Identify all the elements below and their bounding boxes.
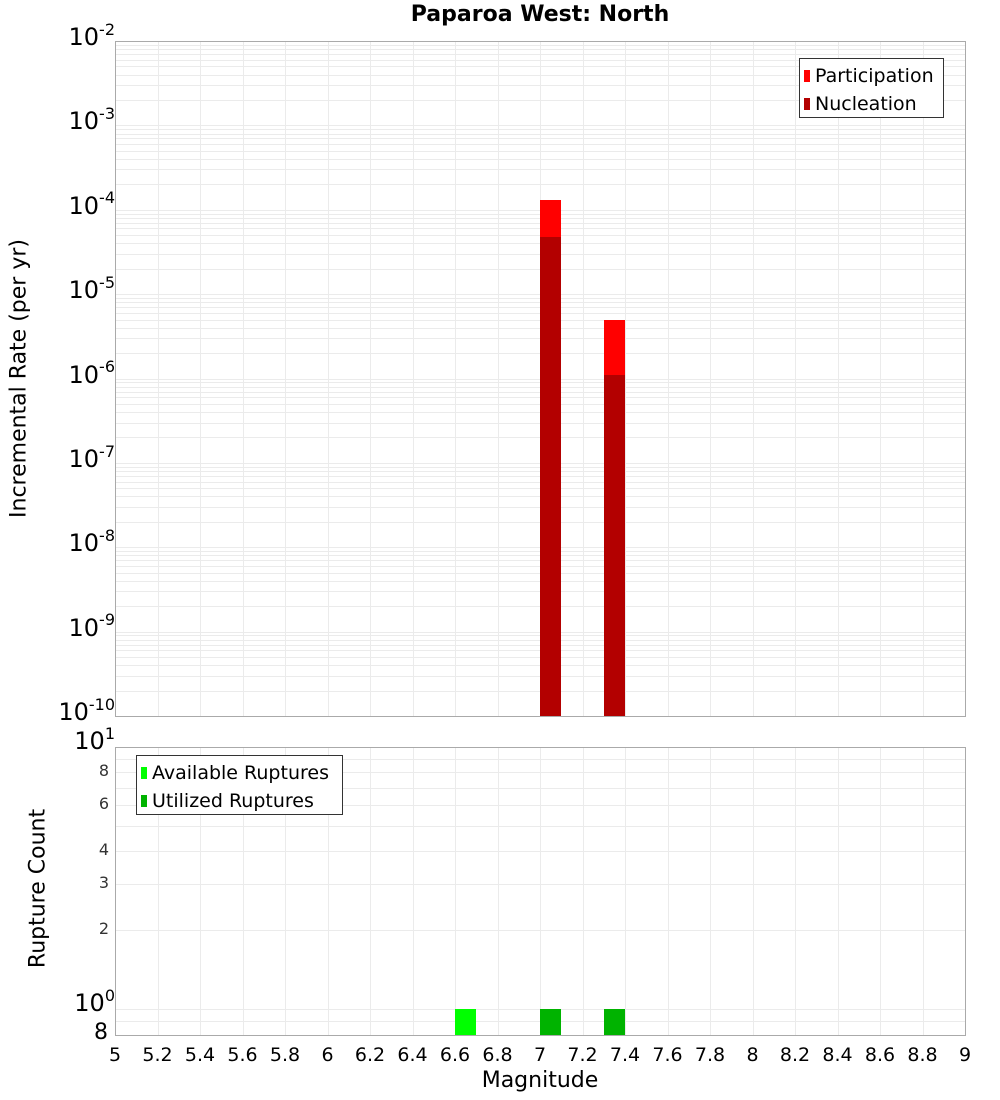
gridline [116, 144, 965, 145]
gridline [583, 748, 584, 1035]
x-tick-label: 5.4 [185, 1044, 215, 1066]
x-tick-label: 5 [109, 1044, 121, 1066]
y-tick-label: 10-2 [0, 23, 115, 51]
y-tick-label: 8 [69, 761, 109, 780]
nucleation-bar [540, 237, 561, 716]
gridline [668, 748, 669, 1035]
x-axis-label: Magnitude [440, 1068, 640, 1093]
chart-title: Paparoa West: North [0, 2, 1000, 27]
x-tick-label: 7.8 [695, 1044, 725, 1066]
gridline [753, 748, 754, 1035]
x-tick-label: 7.4 [610, 1044, 640, 1066]
legend-label: Participation [815, 65, 934, 87]
x-tick-label: 8.8 [907, 1044, 937, 1066]
gridline [498, 748, 499, 1035]
gridline [116, 49, 965, 50]
gridline [838, 748, 839, 1035]
top-legend: Participation Nucleation [799, 58, 944, 118]
bottom-y-axis-label: Rupture Count [26, 809, 51, 969]
x-tick-label: 8.4 [822, 1044, 852, 1066]
x-tick-label: 7 [534, 1044, 546, 1066]
x-tick-label: 5.6 [227, 1044, 257, 1066]
x-tick-label: 6.4 [397, 1044, 427, 1066]
top-y-axis-label: Incremental Rate (per yr) [7, 229, 32, 529]
x-tick-label: 9 [959, 1044, 971, 1066]
x-tick-label: 6.2 [355, 1044, 385, 1066]
gridline [116, 184, 965, 185]
x-tick-label: 6.8 [482, 1044, 512, 1066]
legend-label: Nucleation [815, 93, 917, 115]
y-tick-label: 10-10 [0, 698, 115, 726]
gridline [880, 748, 881, 1035]
x-tick-label: 8.2 [780, 1044, 810, 1066]
utilized-swatch [141, 795, 147, 807]
legend-item-nucleation: Nucleation [804, 90, 937, 118]
gridline [540, 748, 541, 1035]
gridline [116, 159, 965, 160]
gridline [116, 54, 965, 55]
bottom-legend: Available Ruptures Utilized Ruptures [136, 755, 343, 815]
gridline [413, 748, 414, 1035]
available-bar [455, 1009, 476, 1035]
x-tick-label: 8.6 [865, 1044, 895, 1066]
gridline [116, 851, 965, 852]
gridline [116, 138, 965, 139]
legend-label: Available Ruptures [152, 762, 329, 784]
top-plot-area [115, 41, 966, 717]
gridline [625, 748, 626, 1035]
available-swatch [141, 767, 147, 779]
x-tick-label: 7.2 [567, 1044, 597, 1066]
participation-swatch [804, 70, 810, 82]
y-tick-label: 8 [68, 1020, 108, 1045]
gridline [116, 129, 965, 130]
gridline [370, 748, 371, 1035]
legend-item-available: Available Ruptures [141, 759, 336, 787]
y-tick-label: 2 [69, 919, 109, 938]
x-tick-label: 5.8 [270, 1044, 300, 1066]
y-tick-label: 4 [69, 840, 109, 859]
gridline [116, 134, 965, 135]
legend-item-utilized: Utilized Ruptures [141, 787, 336, 815]
gridline [455, 748, 456, 1035]
x-tick-label: 6 [321, 1044, 333, 1066]
gridline [116, 884, 965, 885]
gridline [116, 151, 965, 152]
y-tick-label: 100 [0, 989, 115, 1017]
gridline [710, 748, 711, 1035]
gridline [116, 45, 965, 46]
legend-item-participation: Participation [804, 62, 937, 90]
x-tick-label: 6.6 [440, 1044, 470, 1066]
gridline [116, 930, 965, 931]
y-tick-label: 10-4 [0, 192, 115, 220]
x-tick-label: 8 [746, 1044, 758, 1066]
x-tick-label: 5.2 [142, 1044, 172, 1066]
gridline [116, 125, 965, 126]
gridline [795, 748, 796, 1035]
y-tick-label: 10-3 [0, 107, 115, 135]
nucleation-bar [604, 375, 625, 716]
gridline [923, 748, 924, 1035]
y-tick-label: 10-9 [0, 614, 115, 642]
utilized-bar [540, 1009, 561, 1035]
y-tick-label: 6 [69, 794, 109, 813]
utilized-bar [604, 1009, 625, 1035]
gridline [116, 826, 965, 827]
x-tick-label: 7.6 [652, 1044, 682, 1066]
y-tick-label: 101 [0, 727, 115, 755]
y-tick-label: 3 [69, 873, 109, 892]
nucleation-swatch [804, 98, 810, 110]
legend-label: Utilized Ruptures [152, 790, 314, 812]
y-tick-label: 10-8 [0, 529, 115, 557]
gridline [116, 169, 965, 170]
